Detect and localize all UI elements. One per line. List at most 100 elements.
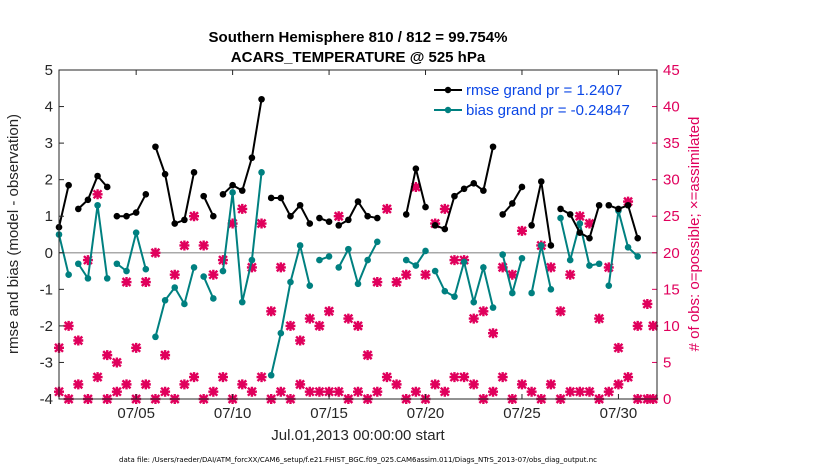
bias-point: [181, 300, 188, 308]
obs-possible-point: [304, 313, 315, 324]
rmse-point: [412, 165, 420, 172]
obs-possible-point: [73, 335, 84, 346]
rmse-point: [354, 198, 362, 205]
y-right-tick-label: 40: [663, 99, 680, 116]
obs-assimilated-point: [449, 372, 460, 383]
rmse-point: [84, 196, 92, 204]
rmse-point: [470, 180, 478, 187]
obs-assimilated-point: [468, 379, 479, 390]
rmse-point: [123, 212, 130, 220]
y-right-tick-label: 35: [663, 135, 680, 152]
rmse-point: [595, 201, 603, 209]
rmse-point: [190, 169, 198, 176]
obs-assimilated-point: [497, 372, 508, 383]
obs-possible-point: [574, 211, 585, 222]
obs-assimilated-point: [140, 379, 151, 390]
obs-assimilated-point: [526, 386, 537, 397]
y-axis-left-label: rmse and bias (model - observation): [5, 114, 22, 354]
obs-assimilated-point: [275, 386, 286, 397]
bias-point: [152, 333, 159, 341]
obs-possible-point: [449, 255, 460, 266]
bias-point: [354, 280, 362, 288]
legend-rmse-marker: [444, 86, 452, 94]
x-tick-label: 07/30: [600, 405, 638, 422]
obs-possible-point: [295, 335, 306, 346]
y-left-tick-label: -4: [40, 391, 53, 408]
rmse-point: [557, 205, 564, 213]
rmse-point: [296, 201, 304, 209]
rmse-point: [509, 200, 516, 207]
rmse-point: [499, 211, 506, 218]
y-right-tick-label: 0: [663, 391, 671, 408]
rmse-point: [267, 194, 275, 202]
bias-point: [499, 251, 506, 258]
bias-point: [345, 245, 352, 253]
y-left-tick-label: 2: [45, 172, 53, 189]
bias-point: [258, 169, 265, 176]
obs-assimilated-point: [623, 372, 634, 383]
rmse-point: [518, 183, 526, 191]
obs-possible-point: [256, 218, 267, 229]
bias-point: [528, 289, 535, 297]
obs-possible-point: [594, 313, 605, 324]
bias-point: [509, 289, 516, 297]
rmse-point: [605, 201, 613, 209]
bias-point: [373, 238, 381, 246]
obs-possible-point: [468, 313, 479, 324]
x-axis-label: Jul.01,2013 00:00:00 start: [271, 427, 445, 444]
rmse-point: [624, 201, 632, 209]
obs-assimilated-point: [613, 379, 624, 390]
obs-possible-point: [179, 240, 190, 251]
obs-assimilated-point: [488, 386, 499, 397]
obs-assimilated-point: [584, 386, 595, 397]
obs-possible-point: [160, 350, 171, 361]
y-left-tick-label: 1: [45, 208, 53, 225]
obs-assimilated-point: [545, 379, 556, 390]
obs-assimilated-point: [111, 386, 122, 397]
bias-point: [103, 275, 111, 282]
obs-possible-point: [410, 181, 421, 192]
bias-point: [65, 271, 72, 279]
bias-point: [586, 262, 593, 269]
rmse-point: [200, 192, 207, 200]
obs-possible-point: [565, 269, 576, 280]
obs-possible-point: [227, 218, 238, 229]
bias-point: [431, 267, 439, 275]
obs-possible-point: [237, 203, 248, 214]
y-left-tick-label: -1: [40, 281, 53, 298]
bias-point: [537, 242, 545, 249]
rmse-point: [229, 181, 236, 189]
obs-assimilated-point: [160, 386, 171, 397]
rmse-point: [364, 212, 371, 220]
obs-possible-point: [584, 218, 595, 229]
rmse-point: [451, 192, 458, 200]
rmse-point: [103, 183, 111, 191]
y-left-tick-label: 0: [45, 245, 53, 262]
obs-possible-point: [131, 342, 142, 353]
obs-possible-point: [632, 320, 643, 331]
x-tick-label: 07/20: [407, 405, 445, 422]
x-tick-label: 07/05: [117, 405, 155, 422]
obs-assimilated-point: [574, 386, 585, 397]
rmse-point: [566, 211, 574, 218]
bias-point: [84, 275, 92, 282]
obs-possible-point: [603, 262, 614, 273]
obs-possible-point: [439, 203, 450, 214]
obs-possible-point: [613, 342, 624, 353]
rmse-line: [202, 195, 215, 217]
obs-assimilated-point: [430, 379, 441, 390]
obs-assimilated-point: [391, 379, 402, 390]
rmse-line: [58, 184, 70, 228]
rmse-point: [422, 203, 429, 211]
rmse-point: [238, 187, 246, 194]
y-left-tick-label: 3: [45, 135, 53, 152]
obs-assimilated-point: [295, 379, 306, 390]
obs-possible-point: [333, 211, 344, 222]
obs-assimilated-point: [516, 379, 527, 390]
obs-assimilated-point: [565, 386, 576, 397]
bias-point: [557, 214, 564, 222]
bias-point: [296, 242, 304, 249]
obs-assimilated-point: [246, 386, 257, 397]
rmse-point: [74, 205, 82, 213]
